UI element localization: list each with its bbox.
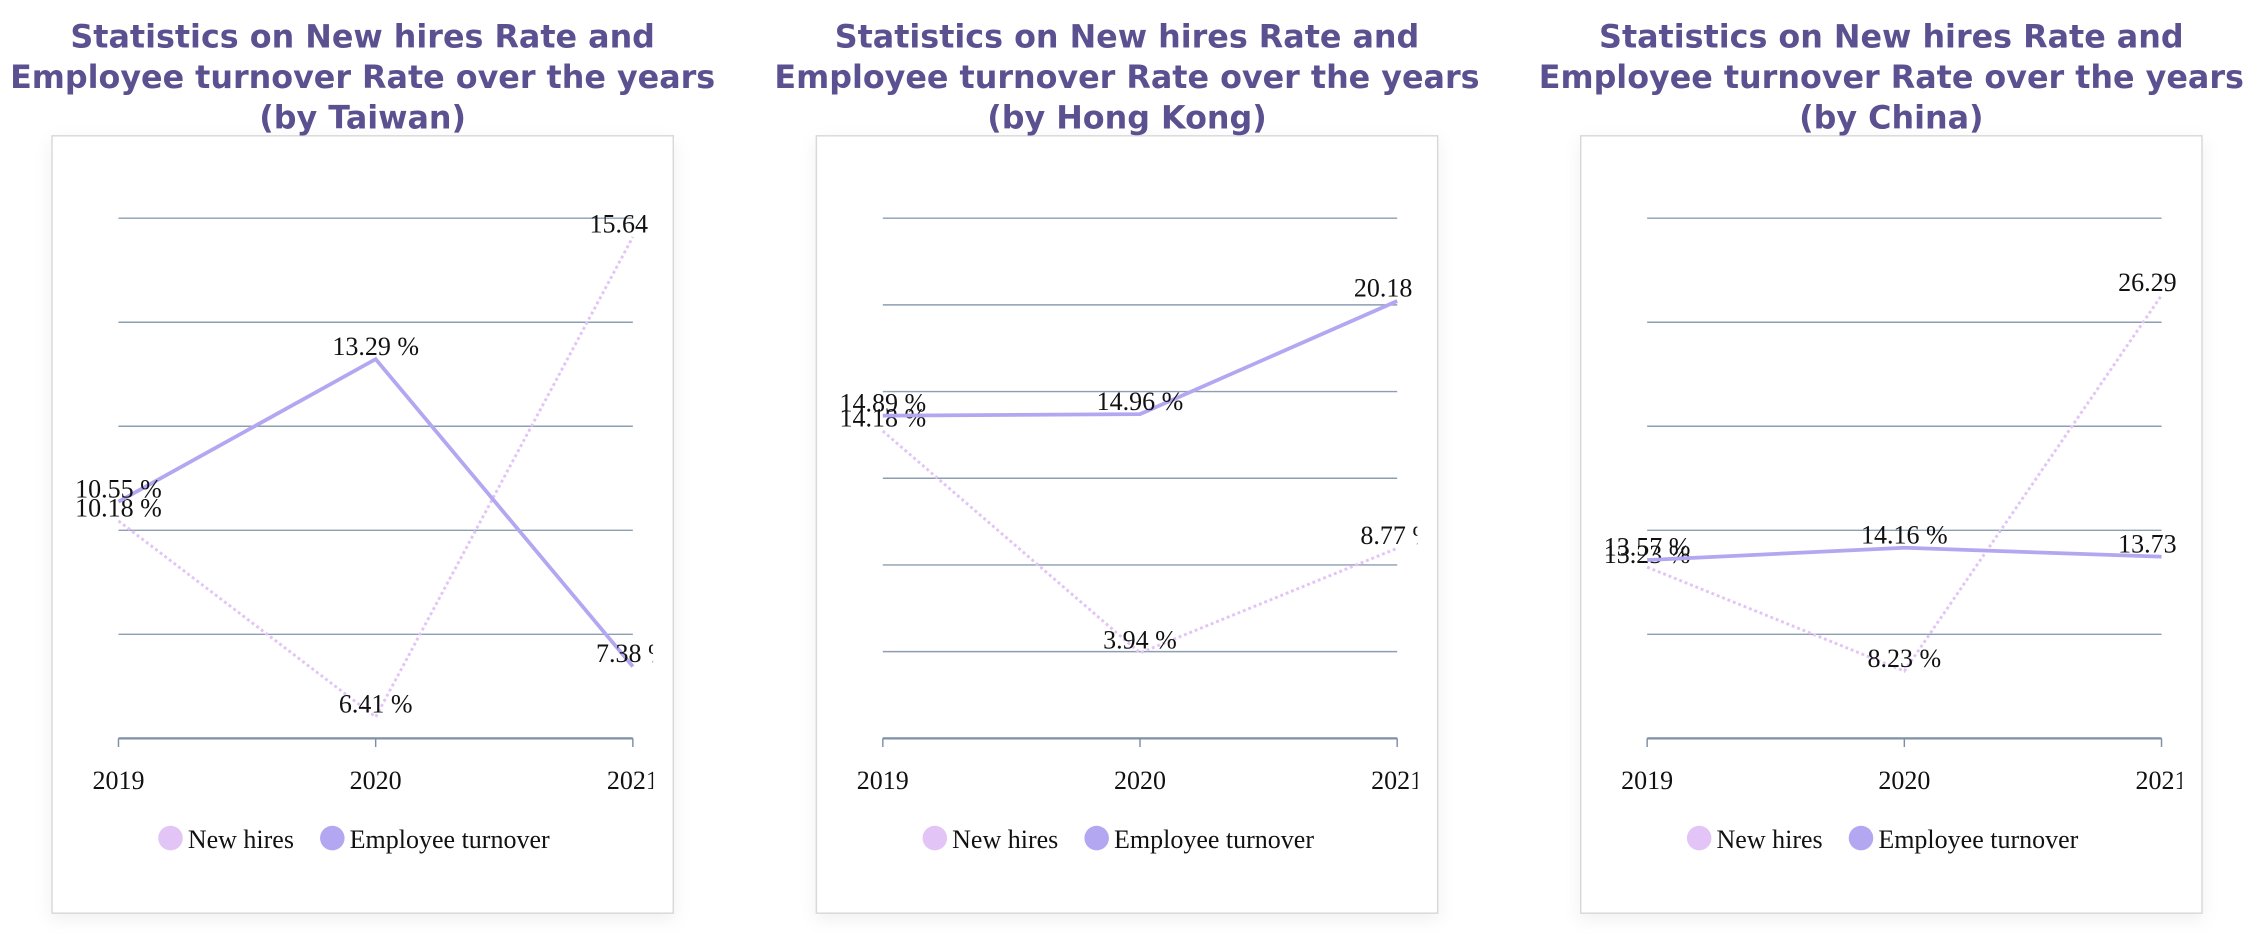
x-tick-label: 2019 [1621, 766, 1673, 795]
legend-label: New hires [188, 825, 294, 854]
data-label: 8.77 % [1360, 521, 1434, 550]
series-line [1647, 545, 2162, 562]
data-label: 13.57 % [1604, 533, 1691, 562]
data-label: 8.23 % [1868, 644, 1942, 673]
data-label: 13.23 % [1604, 540, 1691, 569]
chart-panel: Statistics on New hires Rate and Employee… [774, 20, 1480, 914]
data-label: 15.64 % [590, 210, 677, 239]
x-tick-label: 2019 [857, 766, 909, 795]
data-label: 6.41 % [339, 690, 413, 719]
x-tick-label: 2020 [1114, 766, 1166, 795]
legend-label: Employee turnover [1114, 825, 1314, 854]
chart-panel: Statistics on New hires Rate and Employee… [1539, 20, 2244, 914]
data-label: 3.94 % [1103, 626, 1177, 655]
legend-label: New hires [952, 825, 1058, 854]
chart-title: Employee turnover Rate over the years [10, 60, 715, 96]
data-label: 10.18 % [75, 494, 162, 523]
data-label: 13.29 % [332, 332, 419, 361]
x-tick-label: 2021 [2136, 766, 2188, 795]
panel-frame [1579, 135, 2203, 914]
data-label: 14.96 % [1097, 387, 1184, 416]
data-label: 26.29 % [2118, 268, 2205, 297]
data-label: 20.18 % [1354, 274, 1441, 303]
series-line [117, 356, 635, 668]
data-label: 14.18 % [839, 404, 926, 433]
chart-title: Statistics on New hires Rate and [835, 20, 1420, 56]
chart-title: Statistics on New hires Rate and [1599, 20, 2184, 56]
legend-label: Employee turnover [1878, 825, 2078, 854]
panel-frame [815, 135, 1439, 914]
legend-label: New hires [1717, 825, 1823, 854]
series-line [882, 299, 1398, 418]
x-tick-label: 2020 [350, 766, 402, 795]
data-label: 14.89 % [839, 388, 926, 417]
plot: 2019 2020 2021 13.23 % 8.23 % 26.29 % 13.57 % 1… [1604, 217, 2205, 795]
plot: 2019 2020 2021 10.18 % 6.41 % 15.64 % 10.55 % 1… [75, 210, 677, 795]
legend-marker [320, 825, 345, 851]
series-line [1646, 294, 2163, 673]
chart-panel: Statistics on New hires Rate and Employee… [10, 20, 715, 914]
x-tick-label: 2020 [1878, 766, 1930, 795]
legend-marker [1848, 825, 1874, 851]
chart-title: Employee turnover Rate over the years [774, 60, 1479, 96]
x-tick-label: 2021 [607, 766, 659, 795]
plot: 2019 2020 2021 14.18 % 3.94 % 8.77 % 14.89 % 14… [839, 217, 1441, 795]
data-label: 13.73 % [2118, 529, 2205, 558]
x-tick-label: 2019 [92, 766, 144, 795]
chart-title: Statistics on New hires Rate and [70, 20, 655, 56]
x-tick-label: 2021 [1371, 766, 1423, 795]
chart-title: Employee turnover Rate over the years [1539, 60, 2244, 96]
legend-marker [1084, 825, 1109, 851]
data-label: 10.55 % [75, 474, 162, 503]
data-label: 7.38 % [596, 639, 670, 668]
legend-marker [158, 825, 183, 851]
panel-frame [51, 135, 675, 914]
data-label: 14.16 % [1861, 520, 1948, 549]
chart-title: (by China) [1799, 101, 1983, 137]
chart-title: (by Hong Kong) [987, 101, 1267, 137]
legend-label: Employee turnover [350, 825, 550, 854]
legend-marker [922, 825, 948, 851]
legend-marker [1686, 825, 1712, 851]
chart-title: (by Taiwan) [259, 101, 466, 137]
